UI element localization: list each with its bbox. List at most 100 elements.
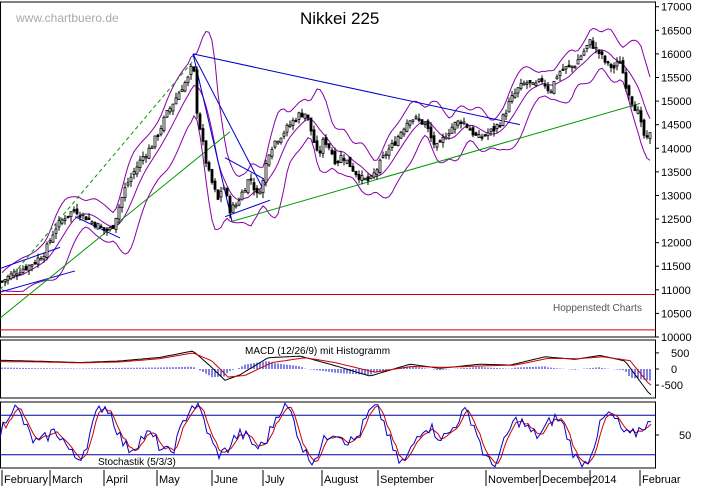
candle-body [219, 190, 223, 198]
macd-tick-label: 500 [671, 348, 689, 360]
candle-body [537, 78, 541, 82]
candle-body [303, 113, 307, 119]
x-tick-label: Februar [642, 474, 681, 486]
candle-body [525, 82, 529, 85]
candle-body [609, 63, 613, 68]
candle-body [36, 257, 40, 265]
candle-body [561, 68, 565, 71]
candle-body [456, 120, 460, 126]
candle-body [213, 180, 217, 190]
price-tick-label: 10000 [661, 332, 692, 344]
price-tick-label: 10500 [661, 308, 692, 320]
candle-body [228, 195, 232, 214]
stochastic-k-line [0, 402, 652, 468]
candle-body [168, 107, 172, 113]
price-tick-label: 14000 [661, 143, 692, 155]
trendline [0, 58, 196, 291]
candle-body [150, 146, 154, 149]
candle-body [30, 264, 34, 267]
candle-body [186, 76, 190, 84]
candle-body [372, 172, 376, 178]
trendline [0, 246, 61, 270]
candle-body [243, 190, 247, 193]
x-tick-label: August [324, 474, 358, 486]
candle-body [603, 55, 607, 63]
candle-body [195, 69, 199, 114]
candle-body [498, 125, 502, 128]
candle-body [387, 148, 391, 156]
candle-body [468, 128, 472, 131]
candle-body [39, 258, 43, 261]
candle-body [483, 134, 487, 137]
candle-body [381, 155, 385, 158]
candle-body [237, 200, 241, 206]
x-axis: February March April May June July August Septe… [1, 470, 681, 486]
candle-body [591, 40, 595, 49]
candle-body [42, 256, 46, 260]
candle-body [315, 140, 319, 151]
candle-body [489, 128, 493, 133]
candle-body [576, 59, 580, 65]
candle-body [207, 162, 211, 171]
candle-body [504, 112, 508, 117]
candle-body [555, 76, 559, 80]
candle-body [615, 61, 619, 67]
candle-body [366, 176, 370, 182]
candle-body [579, 55, 583, 60]
candle-body [567, 64, 571, 68]
candle-body [627, 85, 631, 96]
candle-body [621, 60, 625, 74]
candle-body [264, 163, 268, 183]
candle-body [18, 272, 22, 275]
candle-body [333, 150, 337, 165]
candle-body [147, 147, 151, 159]
candle-body [69, 211, 73, 218]
candle-body [336, 160, 340, 164]
candle-body [459, 121, 463, 125]
macd-panel: -500 0 500 [0, 339, 689, 399]
candle-body [558, 71, 562, 76]
x-tick-label: December [542, 474, 593, 486]
price-tick-label: 13500 [661, 167, 692, 179]
candle-body [72, 209, 76, 212]
candle-body [249, 178, 253, 181]
stochastic-label: Stochastik (5/3/3) [98, 457, 176, 468]
candle-body [165, 110, 169, 118]
candle-body [90, 221, 94, 224]
candle-body [225, 188, 229, 196]
trendline [224, 157, 265, 180]
candle-body [153, 135, 157, 148]
candle-body [324, 137, 328, 145]
candle-body [81, 213, 85, 216]
candle-body [6, 276, 10, 281]
candle-body [312, 129, 316, 143]
candle-body [0, 280, 4, 283]
candle-body [585, 45, 589, 50]
candle-body [441, 136, 445, 143]
candle-body [360, 175, 364, 181]
candle-body [126, 182, 130, 186]
candle-body [573, 65, 577, 69]
x-tick-label: September [380, 474, 434, 486]
candle-body [192, 66, 196, 72]
candle-body [222, 187, 226, 190]
candle-body [321, 138, 325, 154]
candle-body [450, 126, 454, 134]
candle-body [522, 82, 526, 86]
candle-body [294, 119, 298, 123]
candle-body [84, 216, 88, 221]
candle-body [357, 173, 361, 180]
price-tick-label: 15000 [661, 96, 692, 108]
candle-body [306, 114, 310, 119]
candle-body [486, 132, 490, 137]
candle-body [630, 96, 634, 105]
candle-body [375, 169, 379, 175]
price-tick-label: 15500 [661, 72, 692, 84]
price-tick-label: 13000 [661, 190, 692, 202]
candle-body [414, 116, 418, 119]
x-tick-label: November [488, 474, 539, 486]
candle-body [129, 176, 133, 183]
candle-body [141, 156, 145, 161]
candle-body [45, 243, 49, 258]
